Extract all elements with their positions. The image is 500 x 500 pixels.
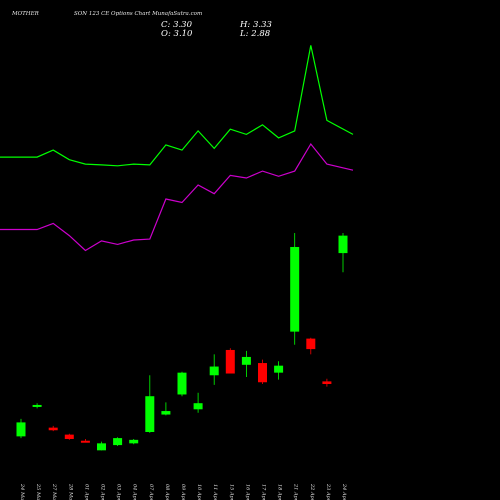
x-tick-label: 15 Apr <box>228 484 234 500</box>
magenta-line-series <box>0 142 354 252</box>
candle-body <box>161 411 171 415</box>
candle-body <box>64 434 74 439</box>
candle <box>290 233 300 345</box>
candle <box>113 437 123 446</box>
candle <box>209 354 219 385</box>
x-tick-label: 23 Apr <box>325 483 331 500</box>
open-value: O: 3.10 <box>161 29 193 39</box>
candles-group <box>16 233 348 451</box>
candle-body <box>209 366 219 376</box>
candle <box>97 441 106 451</box>
x-tick-label: 24 Mar <box>19 483 25 500</box>
chart-title-right: SON 123 CE Options Chart MunafaSutra.com <box>74 11 202 17</box>
x-tick-label: 02 Apr <box>100 484 106 500</box>
candle-body <box>322 381 332 384</box>
candle <box>16 418 26 439</box>
x-tick-label: 10 Apr <box>196 484 202 500</box>
x-tick-label: 08 Apr <box>164 484 170 500</box>
candle <box>161 402 171 416</box>
x-tick-label: 17 Apr <box>261 484 267 500</box>
high-value: H: 3.33 <box>239 20 272 30</box>
candle <box>48 425 58 432</box>
x-axis-ticks: 24 Mar 25 Mar 27 Mar 28 Mar 01 Apr 02 Apr 03 A… <box>19 483 347 500</box>
candle-body <box>193 403 203 410</box>
x-tick-label: 03 Apr <box>116 484 122 500</box>
green-line-series <box>0 45 354 167</box>
candle-body <box>80 440 90 443</box>
x-tick-label: 07 Apr <box>148 484 154 500</box>
candle <box>306 337 316 355</box>
candle-body <box>97 443 106 451</box>
candle-body <box>338 235 348 254</box>
low-value: L: 2.88 <box>239 29 271 39</box>
candle <box>129 438 139 445</box>
x-tick-label: 18 Apr <box>277 484 283 500</box>
x-tick-label: 11 Apr <box>212 484 218 500</box>
candle <box>64 433 74 440</box>
candle-body <box>48 427 58 431</box>
candle-body <box>225 349 235 374</box>
candle-body <box>306 338 316 350</box>
candle <box>258 359 267 384</box>
candle-body <box>145 396 155 432</box>
candle <box>274 361 284 380</box>
chart-title-left: MOTHER <box>11 11 39 17</box>
x-tick-label: 28 Mar <box>67 483 73 500</box>
x-tick-label: 24 Apr <box>341 483 347 500</box>
candle-body <box>241 356 251 365</box>
candle-body <box>258 363 267 383</box>
close-value: C: 3.30 <box>161 20 193 30</box>
x-tick-label: 21 Apr <box>293 483 299 500</box>
candle-body <box>177 372 187 395</box>
x-tick-label: 27 Mar <box>51 483 57 500</box>
x-tick-label: 22 Apr <box>309 483 315 500</box>
candle <box>177 371 187 397</box>
candle <box>193 392 203 413</box>
x-tick-label: 16 Apr <box>244 484 250 500</box>
x-tick-label: 04 Apr <box>132 484 138 500</box>
candle-body <box>129 439 139 444</box>
x-tick-label: 25 Mar <box>35 483 41 500</box>
candle-body <box>16 422 26 437</box>
x-tick-label: 01 Apr <box>83 484 89 500</box>
candle-body <box>274 365 284 373</box>
candle <box>322 378 332 387</box>
candle <box>80 438 90 443</box>
candle-body <box>290 246 300 332</box>
candle-body <box>32 404 42 407</box>
candle-body <box>113 438 123 446</box>
x-tick-label: 09 Apr <box>180 484 186 500</box>
candle <box>32 403 42 409</box>
candle <box>225 348 235 374</box>
candle <box>241 350 251 378</box>
candle <box>145 375 155 433</box>
candle <box>338 233 348 273</box>
